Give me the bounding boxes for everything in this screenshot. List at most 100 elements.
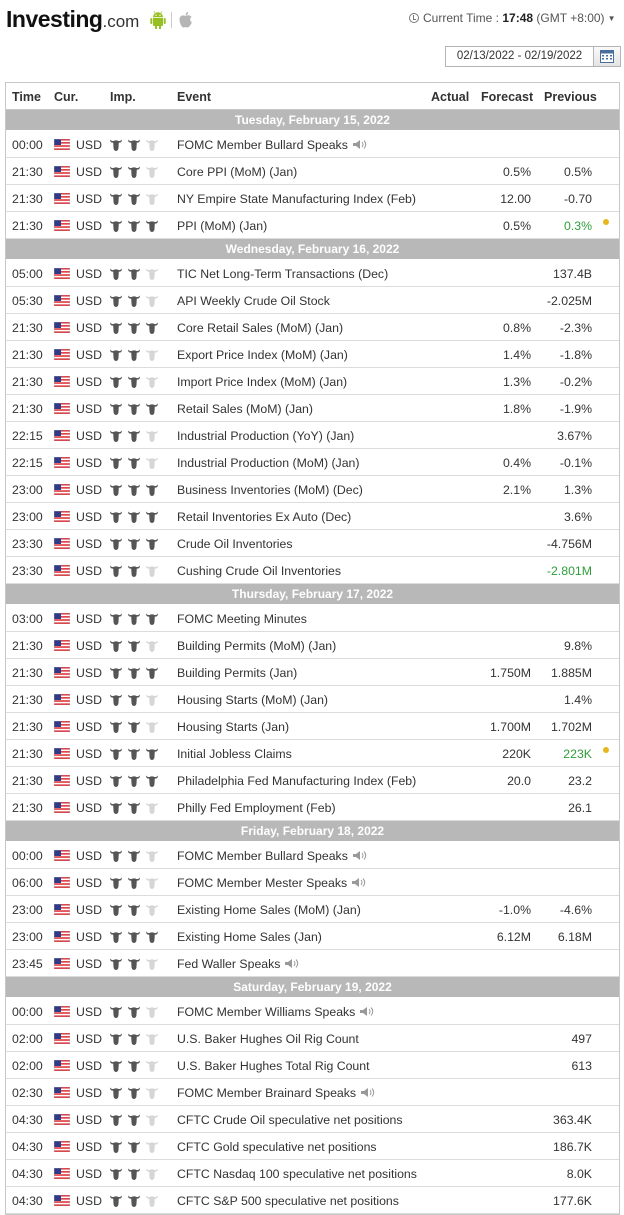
event-row[interactable]: 21:30 USD Building Permits (Jan) 1.750M 1.88… <box>6 659 619 686</box>
event-name[interactable]: Housing Starts (Jan) <box>177 720 289 734</box>
event-name[interactable]: Philly Fed Employment (Feb) <box>177 801 336 815</box>
event-row[interactable]: 04:30 USD CFTC Crude Oil speculative net p… <box>6 1106 619 1133</box>
event-name[interactable]: Philadelphia Fed Manufacturing Index (Fe… <box>177 774 416 788</box>
event-row[interactable]: 21:30 USD Building Permits (MoM) (Jan) 9.8% <box>6 632 619 659</box>
event-previous: 186.7K <box>553 1140 592 1154</box>
event-name[interactable]: Core Retail Sales (MoM) (Jan) <box>177 321 343 335</box>
event-row[interactable]: 21:30 USD Core PPI (MoM) (Jan) 0.5% 0.5% <box>6 158 619 185</box>
event-row[interactable]: 21:30 USD Housing Starts (Jan) 1.700M 1.702M <box>6 713 619 740</box>
event-name[interactable]: CFTC Nasdaq 100 speculative net position… <box>177 1167 417 1181</box>
revised-indicator[interactable] <box>603 219 609 225</box>
event-name[interactable]: FOMC Member Williams Speaks <box>177 1005 376 1019</box>
event-name-text: CFTC Gold speculative net positions <box>177 1140 377 1154</box>
event-row[interactable]: 21:30 USD Export Price Index (MoM) (Jan) 1.… <box>6 341 619 368</box>
event-row[interactable]: 23:45 USD Fed Waller Speaks <box>6 950 619 977</box>
event-name[interactable]: FOMC Meeting Minutes <box>177 612 307 626</box>
col-event[interactable]: Event <box>177 90 212 104</box>
col-previous[interactable]: Previous <box>544 90 597 104</box>
apple-icon[interactable] <box>178 11 193 29</box>
col-currency[interactable]: Cur. <box>54 90 79 104</box>
date-range-input[interactable]: 02/13/2022 - 02/19/2022 <box>445 46 594 67</box>
event-row[interactable]: 00:00 USD FOMC Member Bullard Speaks <box>6 131 619 158</box>
event-row[interactable]: 21:30 USD NY Empire State Manufacturing In… <box>6 185 619 212</box>
event-name[interactable]: Retail Sales (MoM) (Jan) <box>177 402 313 416</box>
event-row[interactable]: 03:00 USD FOMC Meeting Minutes <box>6 605 619 632</box>
event-row[interactable]: 04:30 USD CFTC Nasdaq 100 speculative net … <box>6 1160 619 1187</box>
event-row[interactable]: 00:00 USD FOMC Member Williams Speaks <box>6 998 619 1025</box>
event-row[interactable]: 23:00 USD Existing Home Sales (Jan) 6.12M 6.… <box>6 923 619 950</box>
event-name[interactable]: Crude Oil Inventories <box>177 537 293 551</box>
event-name[interactable]: FOMC Member Brainard Speaks <box>177 1086 377 1100</box>
col-actual[interactable]: Actual <box>431 90 470 104</box>
event-name[interactable]: FOMC Member Bullard Speaks <box>177 849 369 863</box>
event-row[interactable]: 21:30 USD Initial Jobless Claims 220K 223K <box>6 740 619 767</box>
event-name[interactable]: Initial Jobless Claims <box>177 747 292 761</box>
event-forecast: 0.5% <box>502 165 531 179</box>
col-time[interactable]: Time <box>12 90 41 104</box>
event-row[interactable]: 05:30 USD API Weekly Crude Oil Stock -2.025… <box>6 287 619 314</box>
event-name[interactable]: Building Permits (MoM) (Jan) <box>177 639 336 653</box>
event-name[interactable]: Cushing Crude Oil Inventories <box>177 564 341 578</box>
event-row[interactable]: 21:30 USD Philadelphia Fed Manufacturing I… <box>6 767 619 794</box>
event-currency: USD <box>76 612 102 626</box>
event-name[interactable]: U.S. Baker Hughes Oil Rig Count <box>177 1032 359 1046</box>
event-row[interactable]: 21:30 USD Core Retail Sales (MoM) (Jan) 0.8… <box>6 314 619 341</box>
calendar-button[interactable] <box>594 46 621 67</box>
event-name[interactable]: Fed Waller Speaks <box>177 957 301 971</box>
event-name[interactable]: CFTC Gold speculative net positions <box>177 1140 377 1154</box>
event-row[interactable]: 04:30 USD CFTC S&P 500 speculative net pos… <box>6 1187 619 1214</box>
event-row[interactable]: 21:30 USD PPI (MoM) (Jan) 0.5% 0.3% <box>6 212 619 239</box>
event-name[interactable]: Core PPI (MoM) (Jan) <box>177 165 297 179</box>
event-name[interactable]: U.S. Baker Hughes Total Rig Count <box>177 1059 370 1073</box>
event-name[interactable]: Retail Inventories Ex Auto (Dec) <box>177 510 351 524</box>
event-name[interactable]: Existing Home Sales (MoM) (Jan) <box>177 903 361 917</box>
event-name[interactable]: Export Price Index (MoM) (Jan) <box>177 348 348 362</box>
event-currency: USD <box>76 429 102 443</box>
event-name[interactable]: Housing Starts (MoM) (Jan) <box>177 693 328 707</box>
event-row[interactable]: 23:30 USD Crude Oil Inventories -4.756M <box>6 530 619 557</box>
event-row[interactable]: 23:30 USD Cushing Crude Oil Inventories -2.… <box>6 557 619 584</box>
bull-icon-3 <box>146 1168 158 1180</box>
event-name[interactable]: FOMC Member Bullard Speaks <box>177 138 369 152</box>
event-time: 23:00 <box>12 510 43 524</box>
event-row[interactable]: 02:00 USD U.S. Baker Hughes Total Rig Coun… <box>6 1052 619 1079</box>
event-row[interactable]: 02:00 USD U.S. Baker Hughes Oil Rig Count 4… <box>6 1025 619 1052</box>
event-row[interactable]: 02:30 USD FOMC Member Brainard Speaks <box>6 1079 619 1106</box>
event-row[interactable]: 04:30 USD CFTC Gold speculative net positi… <box>6 1133 619 1160</box>
event-row[interactable]: 21:30 USD Philly Fed Employment (Feb) 26.1 <box>6 794 619 821</box>
event-row[interactable]: 21:30 USD Housing Starts (MoM) (Jan) 1.4% <box>6 686 619 713</box>
event-name[interactable]: NY Empire State Manufacturing Index (Feb… <box>177 192 416 206</box>
event-row[interactable]: 22:15 USD Industrial Production (YoY) (Jan… <box>6 422 619 449</box>
event-row[interactable]: 23:00 USD Retail Inventories Ex Auto (Dec)… <box>6 503 619 530</box>
current-time[interactable]: Current Time : 17:48 (GMT +8:00) ▼ <box>409 11 615 25</box>
investing-logo[interactable]: Investing.com <box>6 6 139 33</box>
event-name[interactable]: Industrial Production (MoM) (Jan) <box>177 456 359 470</box>
importance-rating <box>109 1059 161 1073</box>
event-row[interactable]: 00:00 USD FOMC Member Bullard Speaks <box>6 842 619 869</box>
col-forecast[interactable]: Forecast <box>481 90 534 104</box>
event-name[interactable]: FOMC Member Mester Speaks <box>177 876 368 890</box>
event-name[interactable]: TIC Net Long-Term Transactions (Dec) <box>177 267 388 281</box>
event-row[interactable]: 21:30 USD Import Price Index (MoM) (Jan) 1.… <box>6 368 619 395</box>
android-icon[interactable] <box>150 11 166 29</box>
event-row[interactable]: 21:30 USD Retail Sales (MoM) (Jan) 1.8% -1.9… <box>6 395 619 422</box>
event-name[interactable]: Import Price Index (MoM) (Jan) <box>177 375 347 389</box>
event-name[interactable]: Business Inventories (MoM) (Dec) <box>177 483 363 497</box>
event-name[interactable]: Industrial Production (YoY) (Jan) <box>177 429 354 443</box>
event-name[interactable]: CFTC S&P 500 speculative net positions <box>177 1194 399 1208</box>
event-forecast: 0.8% <box>502 321 531 335</box>
event-name[interactable]: PPI (MoM) (Jan) <box>177 219 267 233</box>
event-row[interactable]: 23:00 USD Business Inventories (MoM) (Dec)… <box>6 476 619 503</box>
revised-indicator[interactable] <box>603 747 609 753</box>
event-row[interactable]: 06:00 USD FOMC Member Mester Speaks <box>6 869 619 896</box>
event-row[interactable]: 05:00 USD TIC Net Long-Term Transactions (… <box>6 260 619 287</box>
event-name[interactable]: API Weekly Crude Oil Stock <box>177 294 330 308</box>
event-name[interactable]: CFTC Crude Oil speculative net positions <box>177 1113 403 1127</box>
event-previous: 1.885M <box>550 666 592 680</box>
event-row[interactable]: 22:15 USD Industrial Production (MoM) (Jan… <box>6 449 619 476</box>
event-name[interactable]: Building Permits (Jan) <box>177 666 297 680</box>
event-name[interactable]: Existing Home Sales (Jan) <box>177 930 322 944</box>
event-row[interactable]: 23:00 USD Existing Home Sales (MoM) (Jan) -… <box>6 896 619 923</box>
bull-icon-2 <box>128 511 140 523</box>
col-importance[interactable]: Imp. <box>110 90 136 104</box>
